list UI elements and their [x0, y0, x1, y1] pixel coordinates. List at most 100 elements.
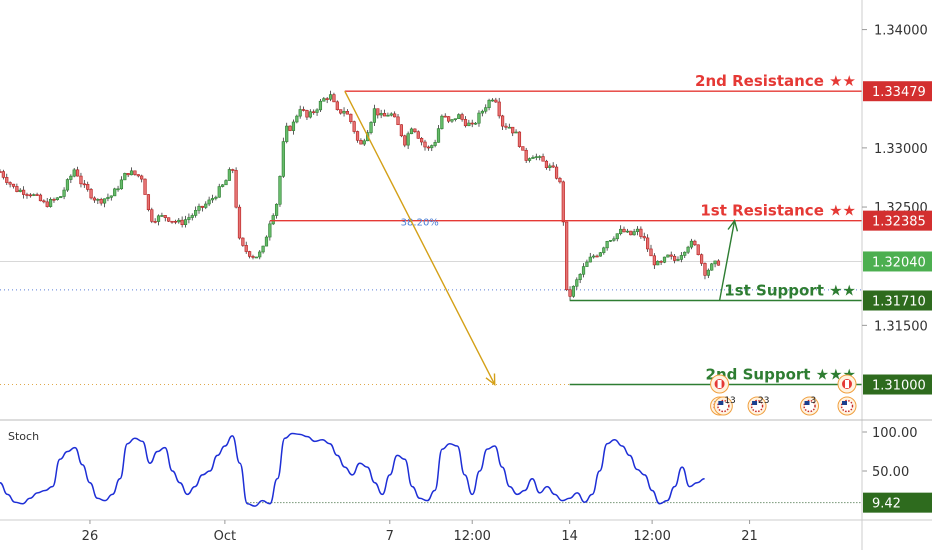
- candle-body: [42, 200, 46, 203]
- candle-body: [585, 261, 589, 267]
- candle-body: [507, 126, 511, 129]
- candle-body: [453, 118, 457, 120]
- level-price-badge[interactable]: 1.31710: [863, 290, 932, 311]
- candle-body: [527, 158, 532, 161]
- arrow-head: [485, 373, 496, 386]
- level-label: 1st Support ★★: [724, 282, 856, 300]
- event-marker[interactable]: 13: [713, 396, 736, 416]
- us-flag-canton: [752, 401, 758, 405]
- candle-body: [11, 183, 16, 187]
- candle-body: [409, 128, 414, 135]
- level-label: 2nd Support ★★★: [706, 366, 856, 384]
- candle-body: [565, 221, 569, 291]
- us-flag-canton: [804, 401, 810, 405]
- candle-body: [180, 219, 184, 226]
- event-marker[interactable]: [710, 374, 730, 394]
- level-price-badge[interactable]: 1.32385: [863, 210, 932, 231]
- candle-body: [339, 109, 343, 114]
- fib-label: 38.20%: [401, 218, 439, 229]
- candle-body: [706, 269, 710, 276]
- level-price-badge-text: 1.33479: [872, 85, 926, 100]
- candle-body: [359, 139, 363, 145]
- candle-body: [237, 206, 242, 239]
- candle-body: [221, 184, 225, 187]
- candle-body: [433, 142, 437, 146]
- candle-body: [382, 113, 387, 117]
- candle-body: [140, 175, 144, 180]
- candle-body: [595, 255, 599, 258]
- level-price-badge-text: 1.31000: [872, 379, 926, 394]
- oscillator-pane: Stoch 100.00 50.00: [0, 426, 918, 507]
- candle-body: [163, 215, 167, 218]
- candle-body: [710, 263, 714, 271]
- candle-body: [521, 146, 525, 151]
- candle-body: [200, 205, 204, 208]
- candle-body: [349, 113, 353, 122]
- candle-body: [65, 179, 70, 191]
- candle-body: [406, 133, 410, 146]
- event-marker[interactable]: 23: [747, 396, 770, 416]
- candle-body: [689, 240, 694, 248]
- candle-body: [396, 116, 400, 126]
- candle-body: [187, 217, 191, 220]
- candle-body: [153, 221, 157, 223]
- candle-body: [214, 196, 218, 199]
- candle-body: [308, 111, 312, 118]
- candle-body: [190, 215, 194, 218]
- event-marker[interactable]: [837, 396, 857, 416]
- level-price-badge-text: 1.32385: [872, 215, 926, 230]
- candle-body: [500, 115, 505, 127]
- candle-body: [463, 119, 468, 127]
- candle-body: [325, 98, 329, 100]
- arrow-line: [718, 220, 736, 301]
- candle-body: [0, 171, 2, 173]
- candle-body: [467, 122, 471, 127]
- candle-body: [534, 156, 538, 158]
- candle-body: [96, 198, 100, 201]
- level-price-badge[interactable]: 1.33479: [863, 81, 932, 102]
- level-price-badge[interactable]: 1.31000: [863, 374, 932, 395]
- candle-body: [342, 111, 346, 114]
- candle-body: [8, 182, 12, 185]
- candle-body: [568, 289, 572, 297]
- current-price-badge-text: 1.32040: [872, 255, 926, 270]
- candle-body: [35, 194, 39, 196]
- time-tick-label: 14: [561, 529, 578, 544]
- candle-body: [92, 197, 97, 201]
- candle-body: [588, 256, 592, 263]
- candle-body: [683, 251, 687, 256]
- event-marker[interactable]: 3: [800, 396, 820, 416]
- event-marker[interactable]: [837, 374, 857, 394]
- candle-body: [102, 198, 107, 204]
- candle-body: [379, 113, 383, 116]
- level-label: 1st Resistance ★★: [700, 202, 856, 220]
- candle-body: [632, 231, 636, 236]
- candle-body: [1, 171, 5, 178]
- time-tick-label: 26: [82, 529, 99, 544]
- candle-body: [116, 188, 120, 191]
- candle-body: [652, 255, 656, 266]
- oscillator-current-badge[interactable]: 9.42: [863, 492, 932, 513]
- candle-body: [420, 138, 424, 143]
- price-tick-label: 1.31500: [874, 319, 928, 334]
- candle-body: [15, 186, 19, 192]
- candle-body: [129, 170, 134, 176]
- candle-body: [615, 233, 619, 240]
- candle-body: [72, 169, 76, 177]
- candle-body: [578, 273, 582, 281]
- price-badges[interactable]: 1.33479 1.32385 1.31710 1.31000 1.32040 9.42: [863, 81, 932, 513]
- candle-body: [436, 128, 441, 143]
- candle-body: [372, 108, 377, 123]
- candle-body: [123, 173, 127, 181]
- candle-body: [146, 194, 151, 211]
- candle-body: [241, 237, 245, 246]
- candle-body: [288, 125, 292, 131]
- candle-body: [251, 256, 255, 258]
- candle-body: [531, 156, 535, 159]
- candle-body: [89, 189, 93, 199]
- current-price-badge[interactable]: 1.32040: [863, 251, 932, 272]
- candle-body: [210, 198, 215, 201]
- oscillator-current-badge-bg: [863, 492, 932, 513]
- oscillator-current-badge-text: 9.42: [872, 497, 901, 512]
